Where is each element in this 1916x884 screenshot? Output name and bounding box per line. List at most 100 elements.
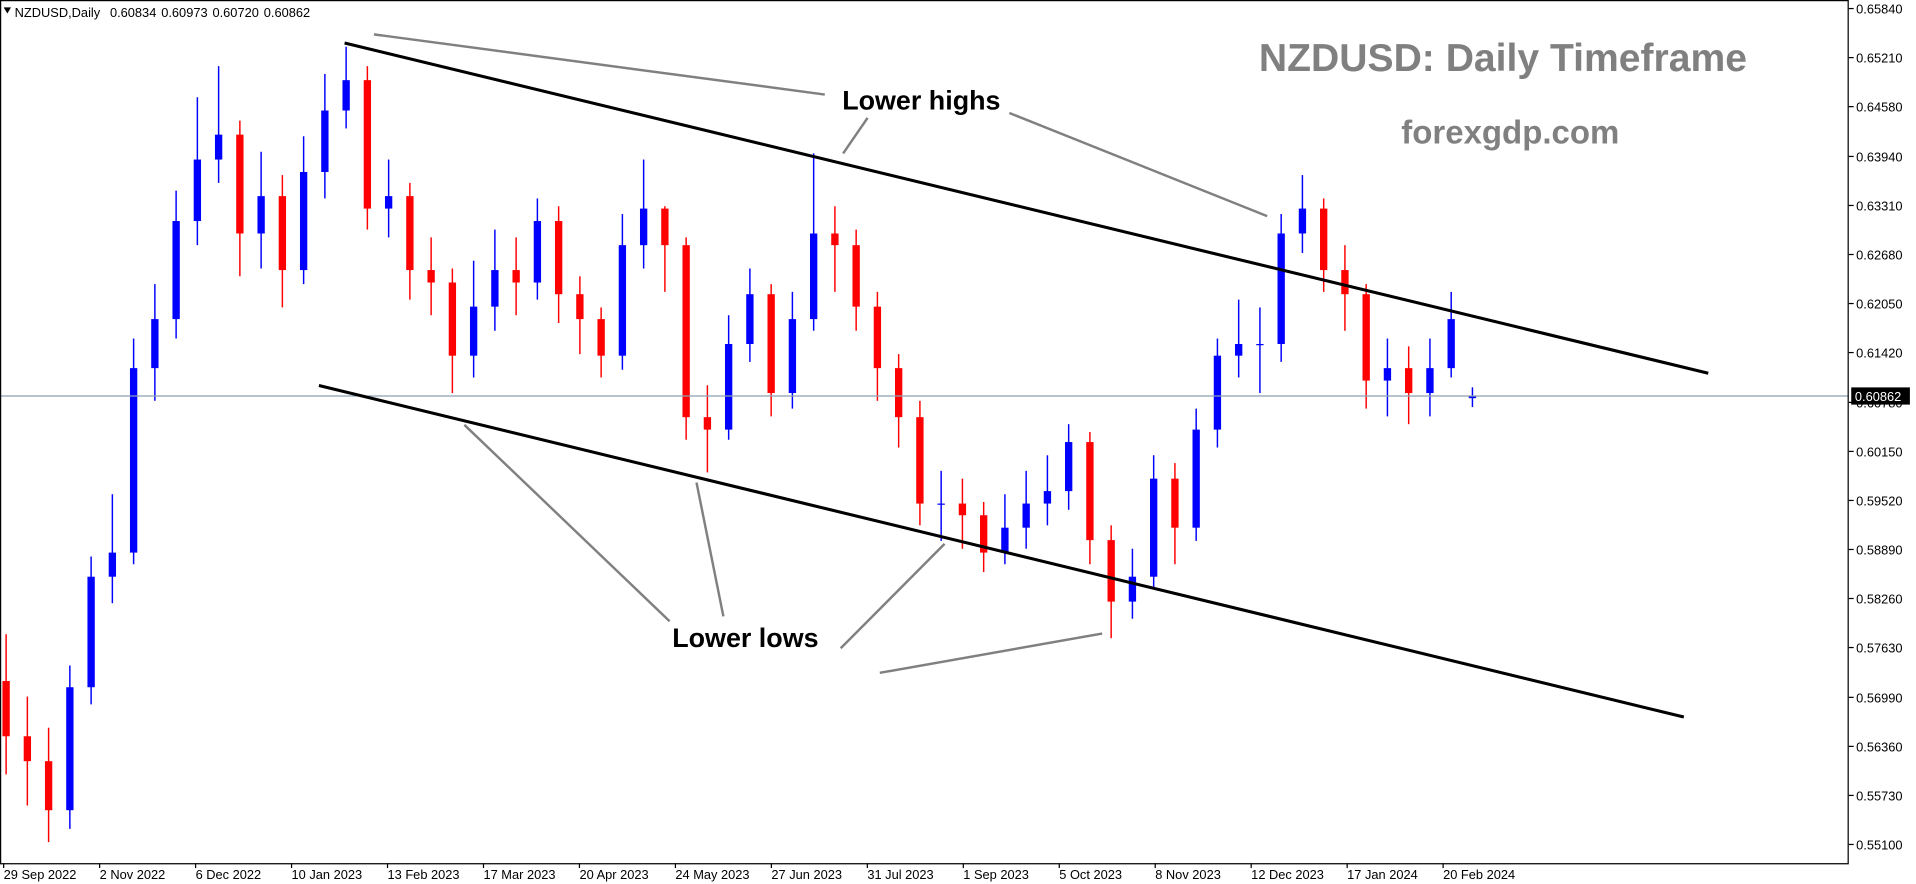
- candle-body: [533, 221, 542, 283]
- candle-body: [1150, 478, 1158, 577]
- y-tick-label: 0.55730: [1856, 788, 1902, 803]
- candle-body: [1213, 355, 1222, 430]
- candle-body: [1107, 540, 1115, 602]
- candle-body: [873, 306, 882, 369]
- header-open: 0.60834: [110, 5, 156, 20]
- pointer-line: [879, 632, 1103, 675]
- candle-body: [618, 245, 627, 356]
- y-tick-label: 0.62680: [1856, 247, 1902, 262]
- pointer-line: [373, 33, 825, 96]
- candle-body: [108, 552, 117, 577]
- y-tick-label: 0.65840: [1856, 1, 1902, 16]
- candle-body: [1064, 442, 1073, 492]
- candle-body: [1468, 395, 1477, 399]
- candle-body: [129, 368, 138, 553]
- candle-body: [1277, 233, 1285, 345]
- candle-body: [236, 134, 244, 234]
- pointer-line: [1008, 111, 1268, 218]
- candle-body: [682, 245, 690, 418]
- x-tick-label: 6 Dec 2022: [196, 867, 262, 882]
- candle-body: [1022, 503, 1030, 528]
- y-tick-label: 0.63310: [1856, 198, 1902, 213]
- pointers: [373, 33, 1268, 675]
- x-tick-label: 27 Jun 2023: [771, 867, 842, 882]
- upper-trend-line: [344, 41, 1709, 375]
- x-tick-label: 10 Jan 2023: [292, 867, 363, 882]
- x-tick-label: 31 Jul 2023: [867, 867, 933, 882]
- header-low: 0.60720: [212, 5, 258, 20]
- x-tick-label: 8 Nov 2023: [1155, 867, 1221, 882]
- candle-body: [427, 270, 435, 283]
- candle-body: [469, 306, 478, 356]
- candle-body: [151, 319, 159, 369]
- candle-body: [193, 159, 202, 222]
- candle-body: [1383, 368, 1392, 381]
- x-tick-label: 17 Mar 2023: [483, 867, 555, 882]
- candle-body: [576, 294, 584, 320]
- candle-body: [746, 294, 754, 345]
- candle-body: [661, 208, 669, 246]
- x-tick-label: 2 Nov 2022: [100, 867, 166, 882]
- x-tick-label: 1 Sep 2023: [963, 867, 1029, 882]
- candle-body: [916, 417, 924, 504]
- annotation: Lower lows: [672, 623, 818, 653]
- candle-body: [278, 196, 287, 271]
- pointer-line: [463, 423, 671, 623]
- candle-body: [299, 172, 308, 271]
- candle-body: [342, 80, 350, 111]
- y-tick-label: 0.63940: [1856, 149, 1902, 164]
- x-tick-label: 13 Feb 2023: [388, 867, 460, 882]
- candle-body: [66, 687, 74, 811]
- y-tick-label: 0.64580: [1856, 100, 1902, 115]
- x-tick-label: 24 May 2023: [675, 867, 749, 882]
- candle-body: [1235, 344, 1243, 356]
- annotation: Lower highs: [842, 85, 1000, 115]
- candle-body: [23, 736, 32, 762]
- candle-body: [1362, 294, 1370, 381]
- y-tick-label: 0.65210: [1856, 50, 1902, 65]
- candle-body: [87, 576, 95, 688]
- header-arrow: [3, 7, 11, 14]
- candle-body: [788, 319, 797, 394]
- candle-body: [639, 208, 648, 246]
- y-tick-label: 0.56360: [1856, 739, 1902, 754]
- candle-body: [1192, 429, 1200, 528]
- candle-body: [894, 368, 903, 418]
- candle-body: [1128, 576, 1137, 602]
- candle-body: [406, 196, 414, 271]
- x-tick-label: 20 Feb 2024: [1443, 867, 1515, 882]
- candle-body: [937, 503, 945, 505]
- y-tick-label: 0.59520: [1856, 493, 1902, 508]
- candle-body: [1043, 491, 1052, 504]
- chart-subtitle: forexgdp.com: [1401, 115, 1619, 152]
- candle-body: [1447, 319, 1455, 369]
- plot-area: [0, 46, 1849, 843]
- candle-body: [1171, 478, 1179, 528]
- candle-body: [1341, 270, 1349, 295]
- candle-body: [554, 221, 563, 295]
- candle-body: [767, 294, 775, 394]
- y-tick-label: 0.58890: [1856, 542, 1902, 557]
- candle-body: [1001, 527, 1009, 553]
- price-label: 0.60862: [1855, 389, 1901, 404]
- header: NZDUSD,Daily 0.60834 0.60973 0.60720 0.60862: [15, 5, 310, 20]
- y-tick-label: 0.61420: [1856, 345, 1902, 360]
- candle-body: [448, 282, 457, 356]
- x-tick-label: 29 Sep 2022: [4, 867, 77, 882]
- candle-body: [512, 270, 520, 283]
- candle-body: [1086, 442, 1094, 541]
- candle-body: [1405, 368, 1413, 394]
- candle-body: [2, 681, 10, 737]
- candle-body: [1256, 344, 1264, 346]
- candle-body: [979, 515, 988, 553]
- candle-body: [958, 503, 967, 516]
- header-high: 0.60973: [161, 5, 207, 20]
- symbol: NZDUSD,Daily: [15, 5, 101, 20]
- pointer-line: [695, 482, 725, 617]
- y-tick-label: 0.56990: [1856, 690, 1902, 705]
- y-tick-label: 0.62050: [1856, 296, 1902, 311]
- candle-body: [1426, 368, 1434, 394]
- lower-trend-line: [318, 384, 1685, 719]
